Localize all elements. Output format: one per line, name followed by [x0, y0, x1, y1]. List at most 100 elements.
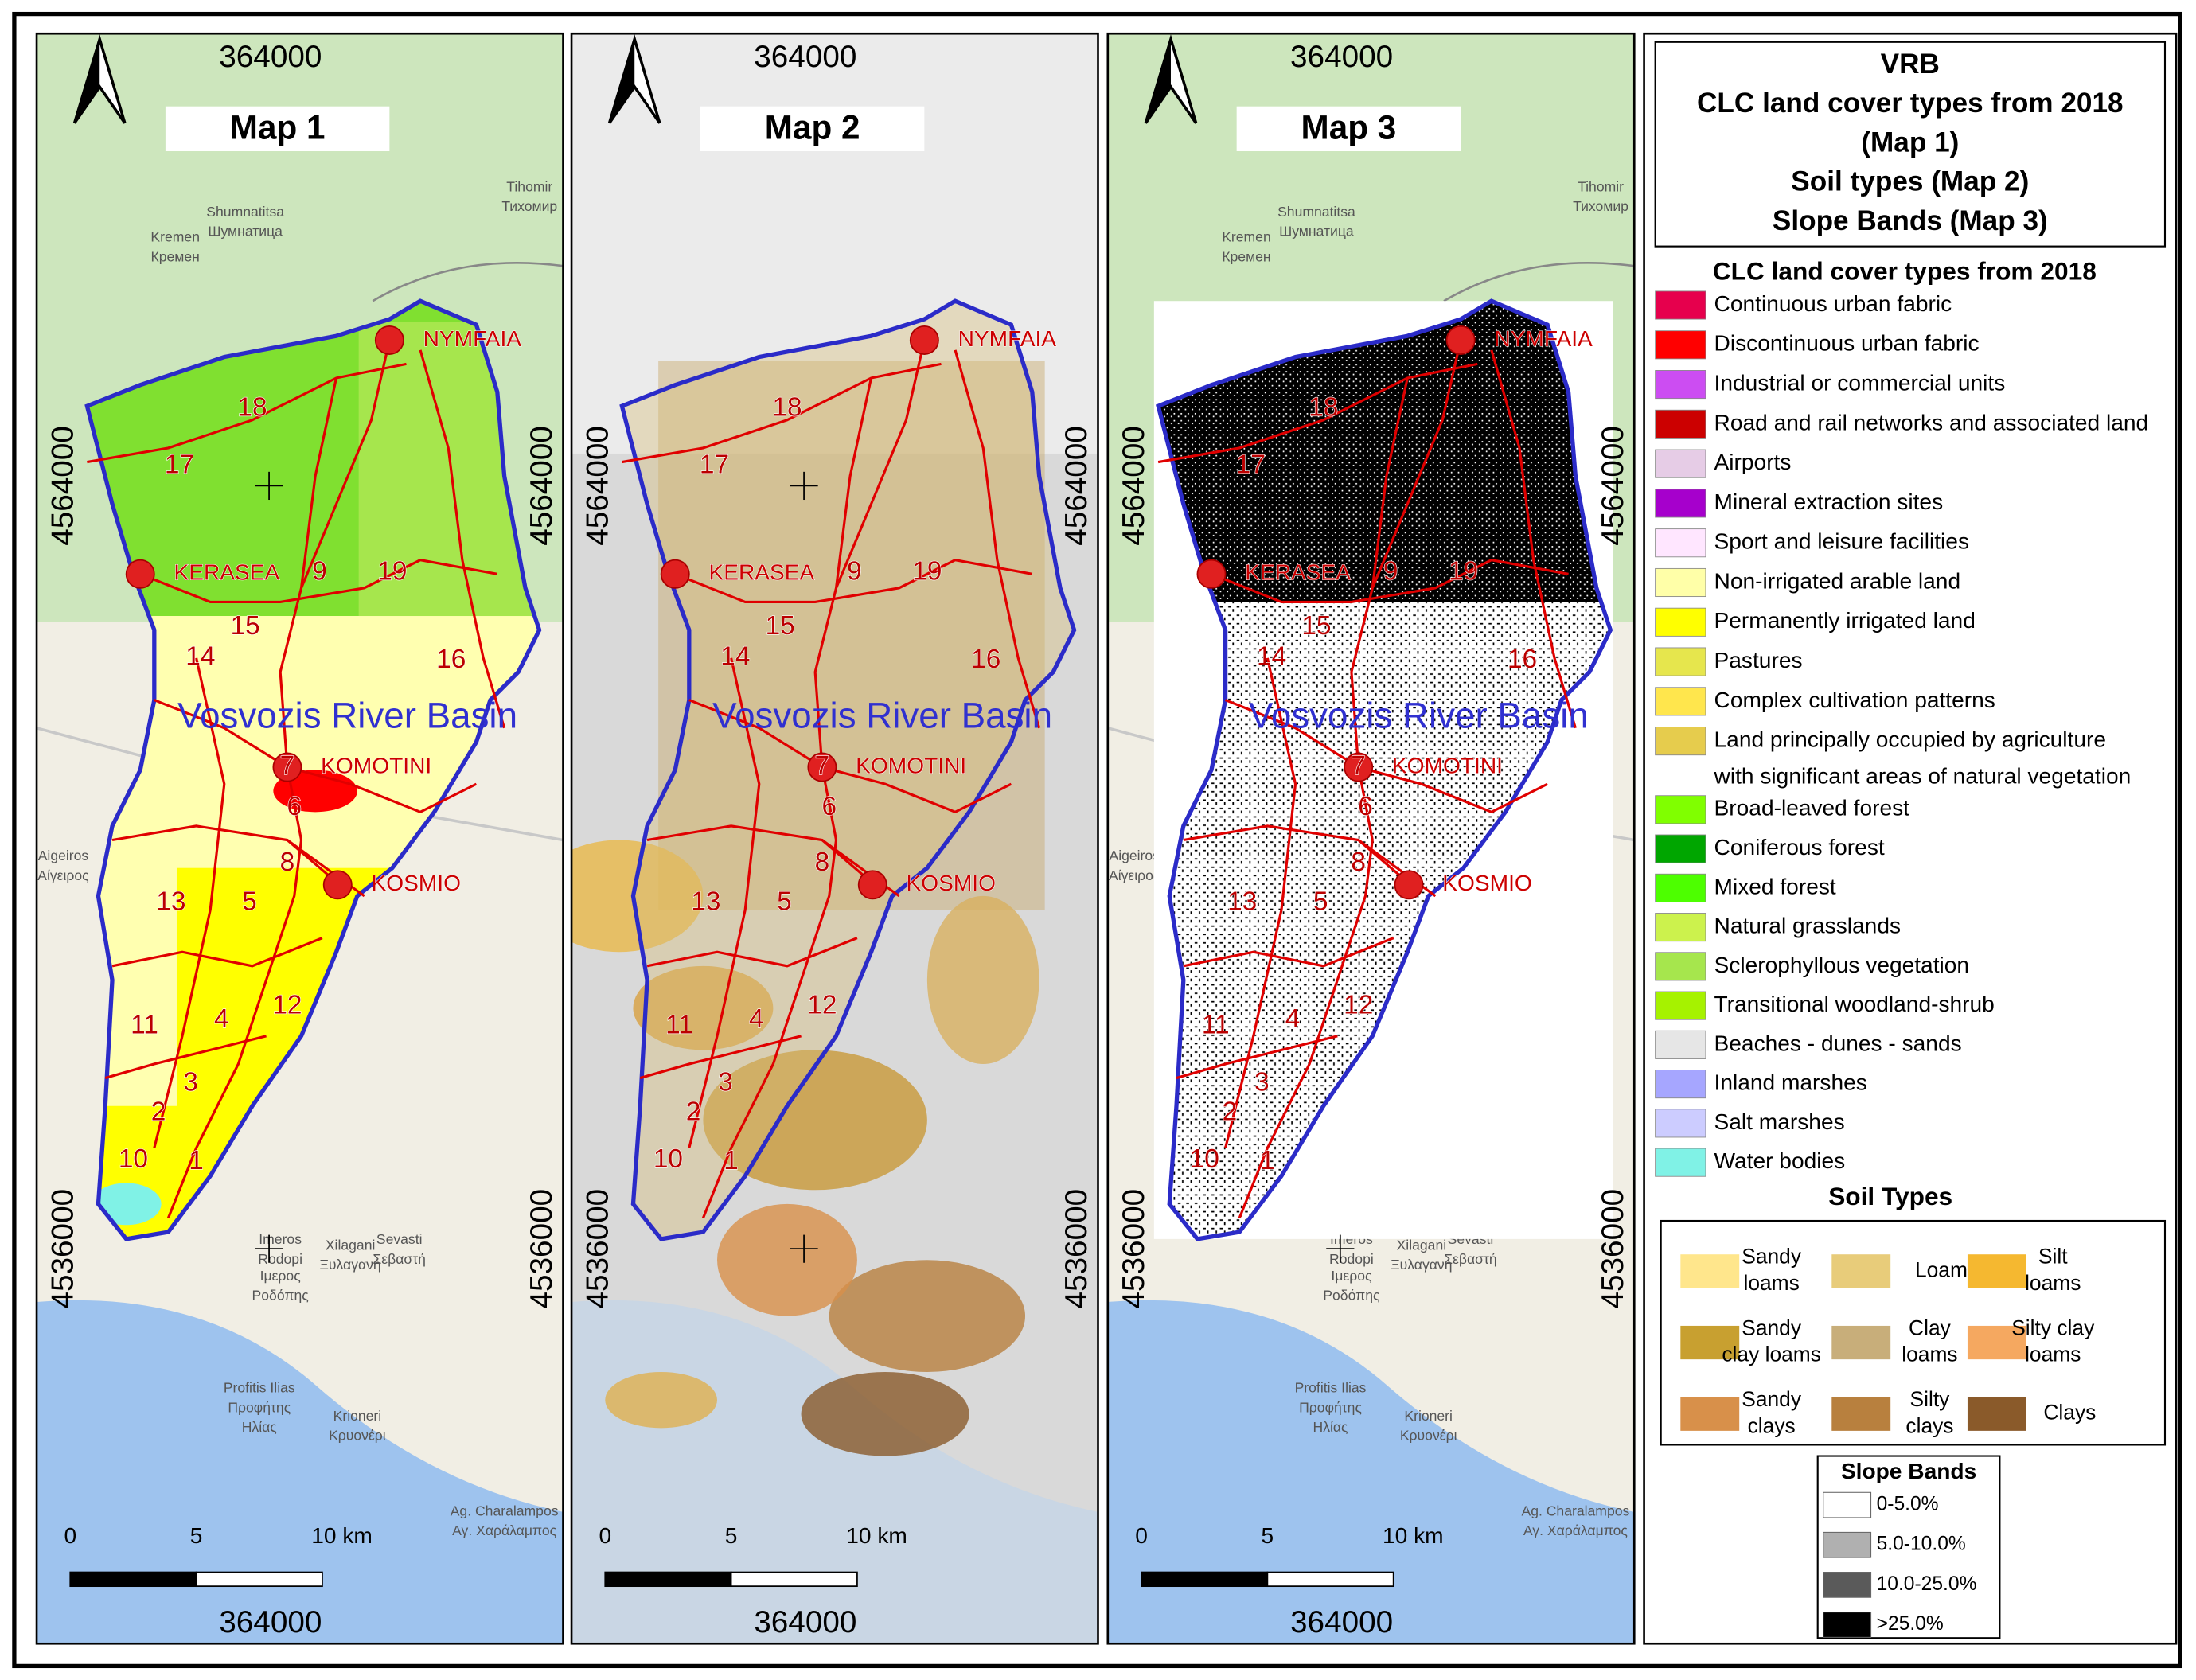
north-arrow-half	[1145, 39, 1171, 123]
basemap-label: Xilagani	[1397, 1237, 1447, 1253]
coord-label: 4564000	[1117, 426, 1151, 546]
legend-label: clays	[1905, 1413, 1953, 1437]
basemap-label: Αίγειρος	[1109, 867, 1160, 883]
basemap-label: Ιμερος	[1331, 1268, 1371, 1284]
legend-swatch	[1655, 952, 1706, 981]
basemap-label: Тихомир	[501, 198, 557, 214]
basemap-label: Κρυονέρι	[1400, 1428, 1457, 1444]
subbasin-number: 8	[1351, 848, 1366, 877]
map-panel: Shumnatitsa Шумнатица Kremen Кремен Tihomir Т…	[35, 32, 564, 1645]
subbasin-number: 16	[1508, 645, 1537, 674]
legend-swatch	[1655, 290, 1706, 320]
subbasin-number: 4	[1285, 1004, 1301, 1034]
river	[299, 377, 338, 589]
legend-swatch	[1655, 727, 1706, 756]
basemap-label: Rodopi	[258, 1251, 302, 1267]
coord-label: 364000	[754, 40, 856, 74]
basemap-label: Xilagani	[326, 1237, 376, 1253]
place-label: KERASEA	[174, 560, 279, 585]
subbasin-number: 11	[1202, 1010, 1230, 1039]
subbasin-number: 3	[183, 1067, 198, 1097]
river	[111, 824, 337, 883]
place-label: KERASEA	[1245, 560, 1351, 585]
basemap-label: Profitis Ilias	[1295, 1380, 1367, 1396]
soil-patch	[801, 1371, 969, 1456]
subbasin-number: 18	[237, 393, 267, 423]
subbasin-number: 1	[189, 1146, 204, 1175]
legend-label: Water bodies	[1714, 1148, 1846, 1173]
soil-patch	[926, 895, 1039, 1064]
basemap-label: Tihomir	[506, 178, 552, 194]
coord-label: 364000	[1290, 1605, 1393, 1639]
place-label: NYMFAIA	[958, 326, 1057, 351]
map-frame	[1106, 32, 1636, 1645]
legend-label: clays	[1748, 1413, 1796, 1437]
coord-label: 4536000	[525, 1189, 559, 1309]
river	[1224, 699, 1548, 814]
basemap-label: Aigeiros	[1109, 848, 1160, 863]
river	[688, 657, 761, 1148]
legend-swatch	[1823, 1531, 1872, 1558]
place-marker	[1445, 325, 1476, 355]
legend-label: Broad-leaved forest	[1714, 796, 1910, 821]
river	[419, 349, 506, 729]
subbasin-number: 15	[231, 611, 260, 641]
scale-bar-black	[1141, 1571, 1269, 1588]
basemap-label: Шумнатица	[208, 224, 283, 240]
basemap-label: Προφήτης	[1299, 1399, 1362, 1415]
river	[1176, 1035, 1338, 1080]
basin-outline	[84, 298, 542, 1241]
legend-header-box	[1654, 41, 2167, 248]
place-label: NYMFAIA	[423, 326, 522, 351]
subbasin-number: 14	[185, 642, 215, 672]
map-panel: Shumnatitsa Шумнатица Kremen Кремен Tihomir Т…	[1106, 32, 1636, 1645]
legend-swatch	[1655, 1109, 1706, 1138]
subbasin-number: 7	[815, 751, 830, 781]
soil-patch	[633, 965, 774, 1050]
subbasin-number: 11	[665, 1010, 693, 1039]
subbasin-number: 3	[718, 1067, 733, 1097]
subbasin-number: 7	[280, 751, 295, 781]
subbasin-number: 10	[1190, 1144, 1219, 1174]
legend-label: Sandy	[1742, 1245, 1802, 1269]
soil-patch	[571, 840, 704, 953]
river	[1211, 559, 1569, 604]
subbasin-number: 5	[1313, 887, 1328, 916]
coord-label: 4536000	[45, 1189, 80, 1309]
scale-label: 10 km	[311, 1523, 373, 1548]
basemap-label: Krioneri	[333, 1408, 382, 1424]
subbasin-number: 19	[377, 556, 407, 586]
legend-swatch	[1680, 1254, 1740, 1288]
legend-swatch	[1823, 1491, 1872, 1518]
subbasin-number: 19	[1449, 556, 1478, 586]
river	[166, 340, 391, 1219]
map-title: Map 2	[765, 109, 860, 146]
map-title-box	[165, 106, 390, 151]
basemap-label: Shumnatitsa	[1277, 204, 1355, 220]
basemap-label: Imeros	[259, 1231, 302, 1247]
legend-section-title: Soil Types	[1828, 1182, 1952, 1210]
soil-overlay	[658, 361, 1045, 910]
legend-swatch	[1680, 1325, 1740, 1360]
legend-swatch	[1655, 528, 1706, 558]
legend-swatch	[1831, 1397, 1891, 1431]
soil-patch	[829, 1260, 1026, 1372]
basin-label: Vosvozis River Basin	[1249, 696, 1589, 736]
basemap-label: Kremen	[1222, 229, 1271, 245]
legend-label: Coniferous forest	[1714, 835, 1885, 859]
subbasin-number: 10	[653, 1144, 683, 1174]
legend-label: Sclerophyllous vegetation	[1714, 953, 1970, 977]
place-label: KOSMIO	[371, 871, 461, 895]
legend-swatch	[1655, 647, 1706, 676]
subbasin-number: 14	[1257, 642, 1286, 672]
basemap-label: Tihomir	[1578, 178, 1624, 194]
subbasin-number: 13	[1227, 887, 1257, 916]
map-title-box	[700, 106, 925, 151]
subbasin-number: 15	[766, 611, 795, 641]
legend-label: 10.0-25.0%	[1877, 1573, 1977, 1595]
subbasin-number: 13	[691, 887, 720, 916]
coord-label: 4536000	[1117, 1189, 1151, 1309]
basemap-label: Aigeiros	[38, 848, 89, 863]
scale-bar-white	[730, 1571, 858, 1588]
river	[622, 362, 942, 464]
